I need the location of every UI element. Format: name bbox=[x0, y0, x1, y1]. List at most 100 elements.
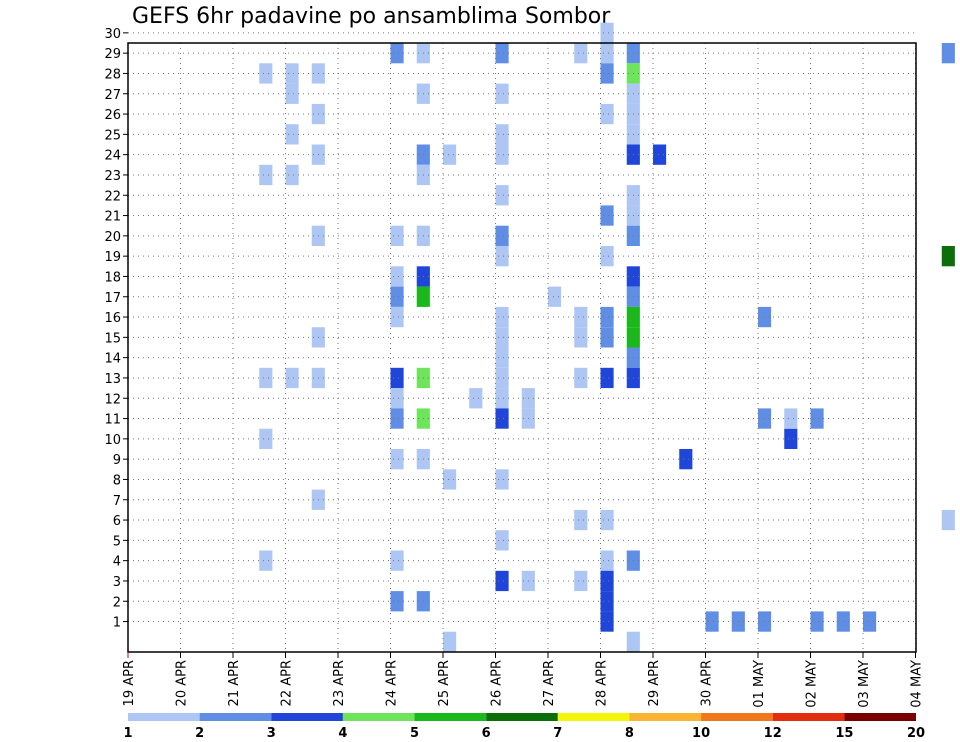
heat-cell bbox=[469, 388, 483, 409]
y-tick-label: 16 bbox=[104, 311, 121, 326]
heat-cell bbox=[600, 570, 614, 592]
heat-cell bbox=[574, 509, 588, 531]
colorbar-swatch bbox=[128, 713, 200, 721]
heat-cell bbox=[495, 570, 509, 592]
y-tick-label: 26 bbox=[104, 108, 121, 123]
colorbar-swatch bbox=[414, 713, 487, 721]
colorbar-swatch bbox=[271, 713, 343, 721]
y-tick-label: 15 bbox=[104, 331, 121, 346]
y-tick-label: 17 bbox=[104, 291, 121, 306]
heat-cell bbox=[390, 43, 404, 64]
heat-cell bbox=[495, 306, 509, 328]
x-tick-label: 29 APR bbox=[647, 660, 662, 706]
colorbar-label: 4 bbox=[338, 726, 347, 741]
heat-cell bbox=[285, 63, 299, 84]
heat-cell bbox=[495, 367, 509, 389]
heat-cell bbox=[600, 550, 614, 571]
colorbar-label: 3 bbox=[267, 726, 276, 741]
heat-cell bbox=[390, 306, 404, 328]
heat-cell bbox=[574, 327, 588, 348]
y-tick-label: 27 bbox=[104, 88, 121, 103]
heat-cell bbox=[495, 388, 509, 409]
x-axis: 19 APR 20 APR 21 APR 22 APR 23 APR 24 APR 25 A… bbox=[122, 652, 925, 708]
heat-cell bbox=[443, 144, 457, 165]
y-tick-label: 5 bbox=[113, 534, 121, 549]
y-tick-label: 21 bbox=[104, 210, 121, 225]
heat-cell bbox=[600, 22, 614, 43]
colorbar-label: 8 bbox=[625, 726, 634, 741]
heat-cell bbox=[443, 469, 457, 490]
heat-cell bbox=[495, 469, 509, 490]
heat-cell bbox=[443, 631, 457, 652]
heat-cell bbox=[259, 63, 273, 84]
heat-cell bbox=[600, 246, 614, 267]
heat-cell bbox=[810, 611, 824, 632]
heat-cell bbox=[495, 225, 509, 246]
heat-cell bbox=[285, 83, 299, 104]
colorbar-swatch bbox=[342, 713, 415, 721]
y-tick-label: 30 bbox=[104, 27, 121, 42]
heat-cell bbox=[495, 83, 509, 104]
heat-cell bbox=[285, 164, 299, 186]
heat-cell bbox=[495, 144, 509, 165]
y-tick-label: 11 bbox=[104, 413, 121, 428]
y-tick-label: 28 bbox=[104, 67, 121, 82]
colorbar-label: 15 bbox=[835, 726, 853, 741]
colorbar-swatch bbox=[629, 713, 702, 721]
plot-frame bbox=[127, 42, 917, 653]
colorbar-label: 20 bbox=[907, 726, 925, 741]
heat-cell bbox=[495, 246, 509, 267]
colorbar-label: 12 bbox=[764, 726, 782, 741]
heat-cell bbox=[495, 124, 509, 145]
heat-cell bbox=[285, 124, 299, 145]
y-tick-label: 10 bbox=[104, 433, 121, 448]
heat-cell bbox=[390, 266, 404, 287]
x-tick-label: 30 APR bbox=[700, 660, 715, 706]
x-tick-label: 24 APR bbox=[385, 660, 400, 706]
heat-cell bbox=[574, 570, 588, 592]
cell-layer bbox=[259, 22, 955, 652]
colorbar-label: 1 bbox=[123, 726, 132, 741]
heat-cell bbox=[600, 103, 614, 125]
y-tick-label: 6 bbox=[113, 514, 121, 529]
y-tick-label: 20 bbox=[104, 230, 121, 245]
y-axis: 1234567891011121314151617181920212223242… bbox=[104, 27, 128, 631]
heat-cell bbox=[705, 611, 719, 632]
heat-cell bbox=[574, 306, 588, 328]
heat-cell bbox=[784, 408, 798, 429]
heat-cell bbox=[863, 611, 877, 632]
heat-cell bbox=[495, 185, 509, 206]
heat-cell bbox=[390, 550, 404, 571]
y-tick-label: 14 bbox=[104, 352, 121, 367]
y-tick-label: 13 bbox=[104, 372, 121, 387]
x-tick-label: 27 APR bbox=[542, 660, 557, 706]
heat-cell bbox=[758, 306, 772, 328]
heat-cell bbox=[390, 367, 404, 389]
heat-cell bbox=[600, 43, 614, 64]
y-tick-label: 1 bbox=[113, 616, 121, 631]
x-tick-label: 02 MAY bbox=[805, 660, 820, 708]
y-tick-label: 19 bbox=[104, 250, 121, 265]
y-tick-label: 2 bbox=[113, 595, 121, 610]
x-tick-label: 03 MAY bbox=[857, 660, 872, 708]
colorbar-label: 7 bbox=[553, 726, 562, 741]
y-tick-label: 3 bbox=[113, 575, 121, 590]
colorbar-label: 6 bbox=[482, 726, 491, 741]
colorbar-swatch bbox=[844, 713, 916, 721]
heat-cell bbox=[548, 286, 562, 307]
heat-cell bbox=[495, 43, 509, 64]
colorbar-swatch bbox=[486, 713, 558, 721]
heat-cell bbox=[574, 43, 588, 64]
colorbar: 1 2 3 4 5 6 7 8 10 12 15 20 bbox=[123, 713, 925, 741]
heat-cell bbox=[600, 63, 614, 84]
heat-cell bbox=[574, 367, 588, 389]
heat-cell bbox=[390, 449, 404, 470]
heat-cell bbox=[653, 144, 667, 165]
heat-cell bbox=[784, 428, 798, 449]
heat-cell bbox=[495, 530, 509, 551]
heat-cell bbox=[285, 367, 299, 389]
heat-cell bbox=[259, 428, 273, 449]
y-tick-label: 29 bbox=[104, 47, 121, 62]
y-tick-label: 4 bbox=[113, 555, 121, 570]
grid-layer bbox=[128, 32, 916, 652]
